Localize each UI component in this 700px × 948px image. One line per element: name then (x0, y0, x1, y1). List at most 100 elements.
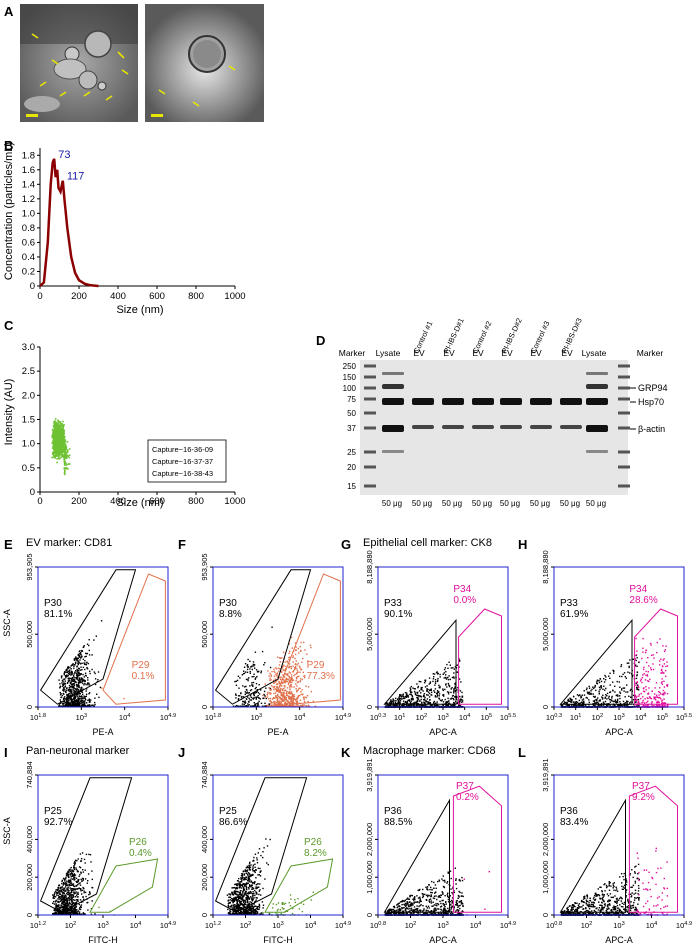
nta-size-distribution-chart: 0 200 400 600 800 1000 0 0.2 0.4 0.6 0.8 1.0 1.2 1.4 1… (3, 142, 246, 316)
flow-y-tick-label: 200,000 (200, 864, 209, 891)
scatter-y-tick-label: 1.5 (22, 415, 35, 426)
gate-primary-percent: 8.8% (219, 609, 242, 620)
gate-primary-percent: 61.9% (560, 609, 588, 620)
flow-x-tick-label: 100.3 (546, 713, 562, 722)
nta-y-tick-label: 0 (30, 281, 35, 292)
em-image-left (20, 4, 138, 122)
gate-secondary-percent: 9.2% (632, 792, 655, 803)
title-macrophage-marker: Macrophage marker: CD68 (363, 745, 496, 757)
flow-y-axis-label: SSC-A (2, 609, 12, 637)
gate-primary (39, 569, 137, 705)
gate-primary-percent: 83.4% (560, 817, 588, 828)
gate-secondary (634, 608, 678, 705)
title-epithelial-marker: Epithelial cell marker: CK8 (363, 537, 492, 549)
blot-mw-label: 100 (343, 384, 357, 393)
scatter-x-tick-label: 0 (37, 496, 42, 507)
flow-x-tick-label: 100.8 (370, 921, 386, 930)
flow-x-tick-label: 104 (646, 921, 657, 930)
flow-x-tick-label: 103 (76, 713, 87, 722)
gate-secondary-percent: 28.6% (629, 595, 657, 606)
flow-y-tick-label: 740,884 (200, 761, 209, 788)
em-image-left-art (20, 4, 138, 122)
blot-mw-label: 150 (343, 373, 357, 382)
flow-x-tick-label: 104.9 (335, 713, 351, 722)
flow-x-tick-label: 104 (119, 713, 130, 722)
flow-y-tick-label: 500,000 (200, 621, 209, 648)
flow-x-tick-label: 105.5 (500, 713, 516, 722)
hsp70-band (500, 398, 522, 405)
gate-secondary (628, 785, 678, 913)
hsp70-band (382, 398, 404, 405)
blot-lane-label: EV (530, 348, 542, 358)
flow-y-tick-label: 400,000 (200, 826, 209, 853)
flow-x-tick-label: 104.9 (500, 921, 516, 930)
gate-primary-name: P33 (384, 598, 402, 609)
blot-loading-label: 50 μg (382, 499, 402, 508)
flow-y-tick-label: 0 (200, 913, 209, 917)
flow-x-tick-label: 103 (437, 713, 448, 722)
flow-x-tick-label: 101.2 (30, 921, 46, 930)
flow-y-tick-label: 1,000,000 (541, 861, 550, 894)
blot-mw-label: 20 (347, 463, 356, 472)
blot-mw-label: 25 (347, 448, 356, 457)
flow-y-tick-label: 3,919,891 (365, 758, 374, 791)
flow-y-tick-label: 5,000,000 (541, 618, 550, 651)
panel-label-a: A (4, 4, 14, 19)
panel-label-k: K (341, 745, 351, 760)
blot-mw-label: 75 (347, 395, 356, 404)
panel-label-j: J (178, 745, 186, 760)
blot-lane-label: EV (501, 348, 513, 358)
flow-y-tick-label: 953,905 (25, 553, 34, 580)
flow-x-axis-label: APC-A (605, 727, 633, 737)
blot-mw-label: 15 (347, 482, 356, 491)
scatter-x-axis-label: Size (nm) (116, 497, 163, 509)
gate-primary (559, 798, 626, 913)
flow-plot-frame (212, 566, 344, 708)
panel-label-f: F (178, 537, 186, 552)
flow-y-tick-label: 1,000,000 (365, 861, 374, 894)
scatter-y-tick-label: 3.0 (22, 342, 35, 353)
gate-primary (214, 569, 312, 705)
flow-x-tick-label: 104 (470, 921, 481, 930)
gate-primary-percent: 81.1% (44, 609, 72, 620)
hsp70-band (472, 398, 494, 405)
nta-y-tick-label: 0.8 (22, 223, 35, 234)
gate-primary-name: P25 (44, 806, 62, 817)
flow-x-axis-label: FITC-H (88, 935, 118, 945)
panel-label-h: H (518, 537, 528, 552)
flow-x-tick-label: 104 (459, 713, 470, 722)
grp94-band (586, 384, 608, 389)
scatter-y-tick-label: 0 (30, 487, 35, 498)
gate-secondary-name: P34 (453, 584, 471, 595)
flow-y-tick-label: 0 (25, 705, 34, 709)
blot-mw-label: 37 (347, 424, 356, 433)
gate-secondary-percent: 77.3% (307, 671, 335, 682)
actin-band (586, 425, 608, 432)
panel-label-g: G (341, 537, 352, 552)
gate-primary-name: P30 (44, 598, 62, 609)
flow-x-tick-label: 104 (130, 921, 141, 930)
blot-loading-label: 50 μg (560, 499, 580, 508)
flow-plot-frame (553, 774, 685, 916)
flow-x-tick-label: 103 (272, 921, 283, 930)
hsp70-band (530, 398, 552, 405)
scatter-legend-entry-2: Capture~16-37-37 (152, 457, 213, 466)
scatter-y-tick-label: 2.0 (22, 390, 35, 401)
panel-label-c: C (4, 318, 14, 333)
nta-x-tick-label: 400 (110, 291, 126, 302)
gate-primary (383, 798, 450, 913)
flow-x-tick-label: 103 (613, 921, 624, 930)
panel-label-b: B (4, 138, 14, 153)
gate-secondary (277, 573, 341, 705)
flow-y-tick-label: 0 (365, 913, 374, 917)
actin-band (530, 425, 552, 429)
blot-lane-label: EV (472, 348, 484, 358)
blot-membrane (360, 360, 628, 495)
flow-x-tick-label: 102 (65, 921, 76, 930)
blot-mw-label: 250 (343, 362, 357, 371)
gate-secondary-name: P34 (629, 584, 647, 595)
blot-loading-label: 50 μg (472, 499, 492, 508)
